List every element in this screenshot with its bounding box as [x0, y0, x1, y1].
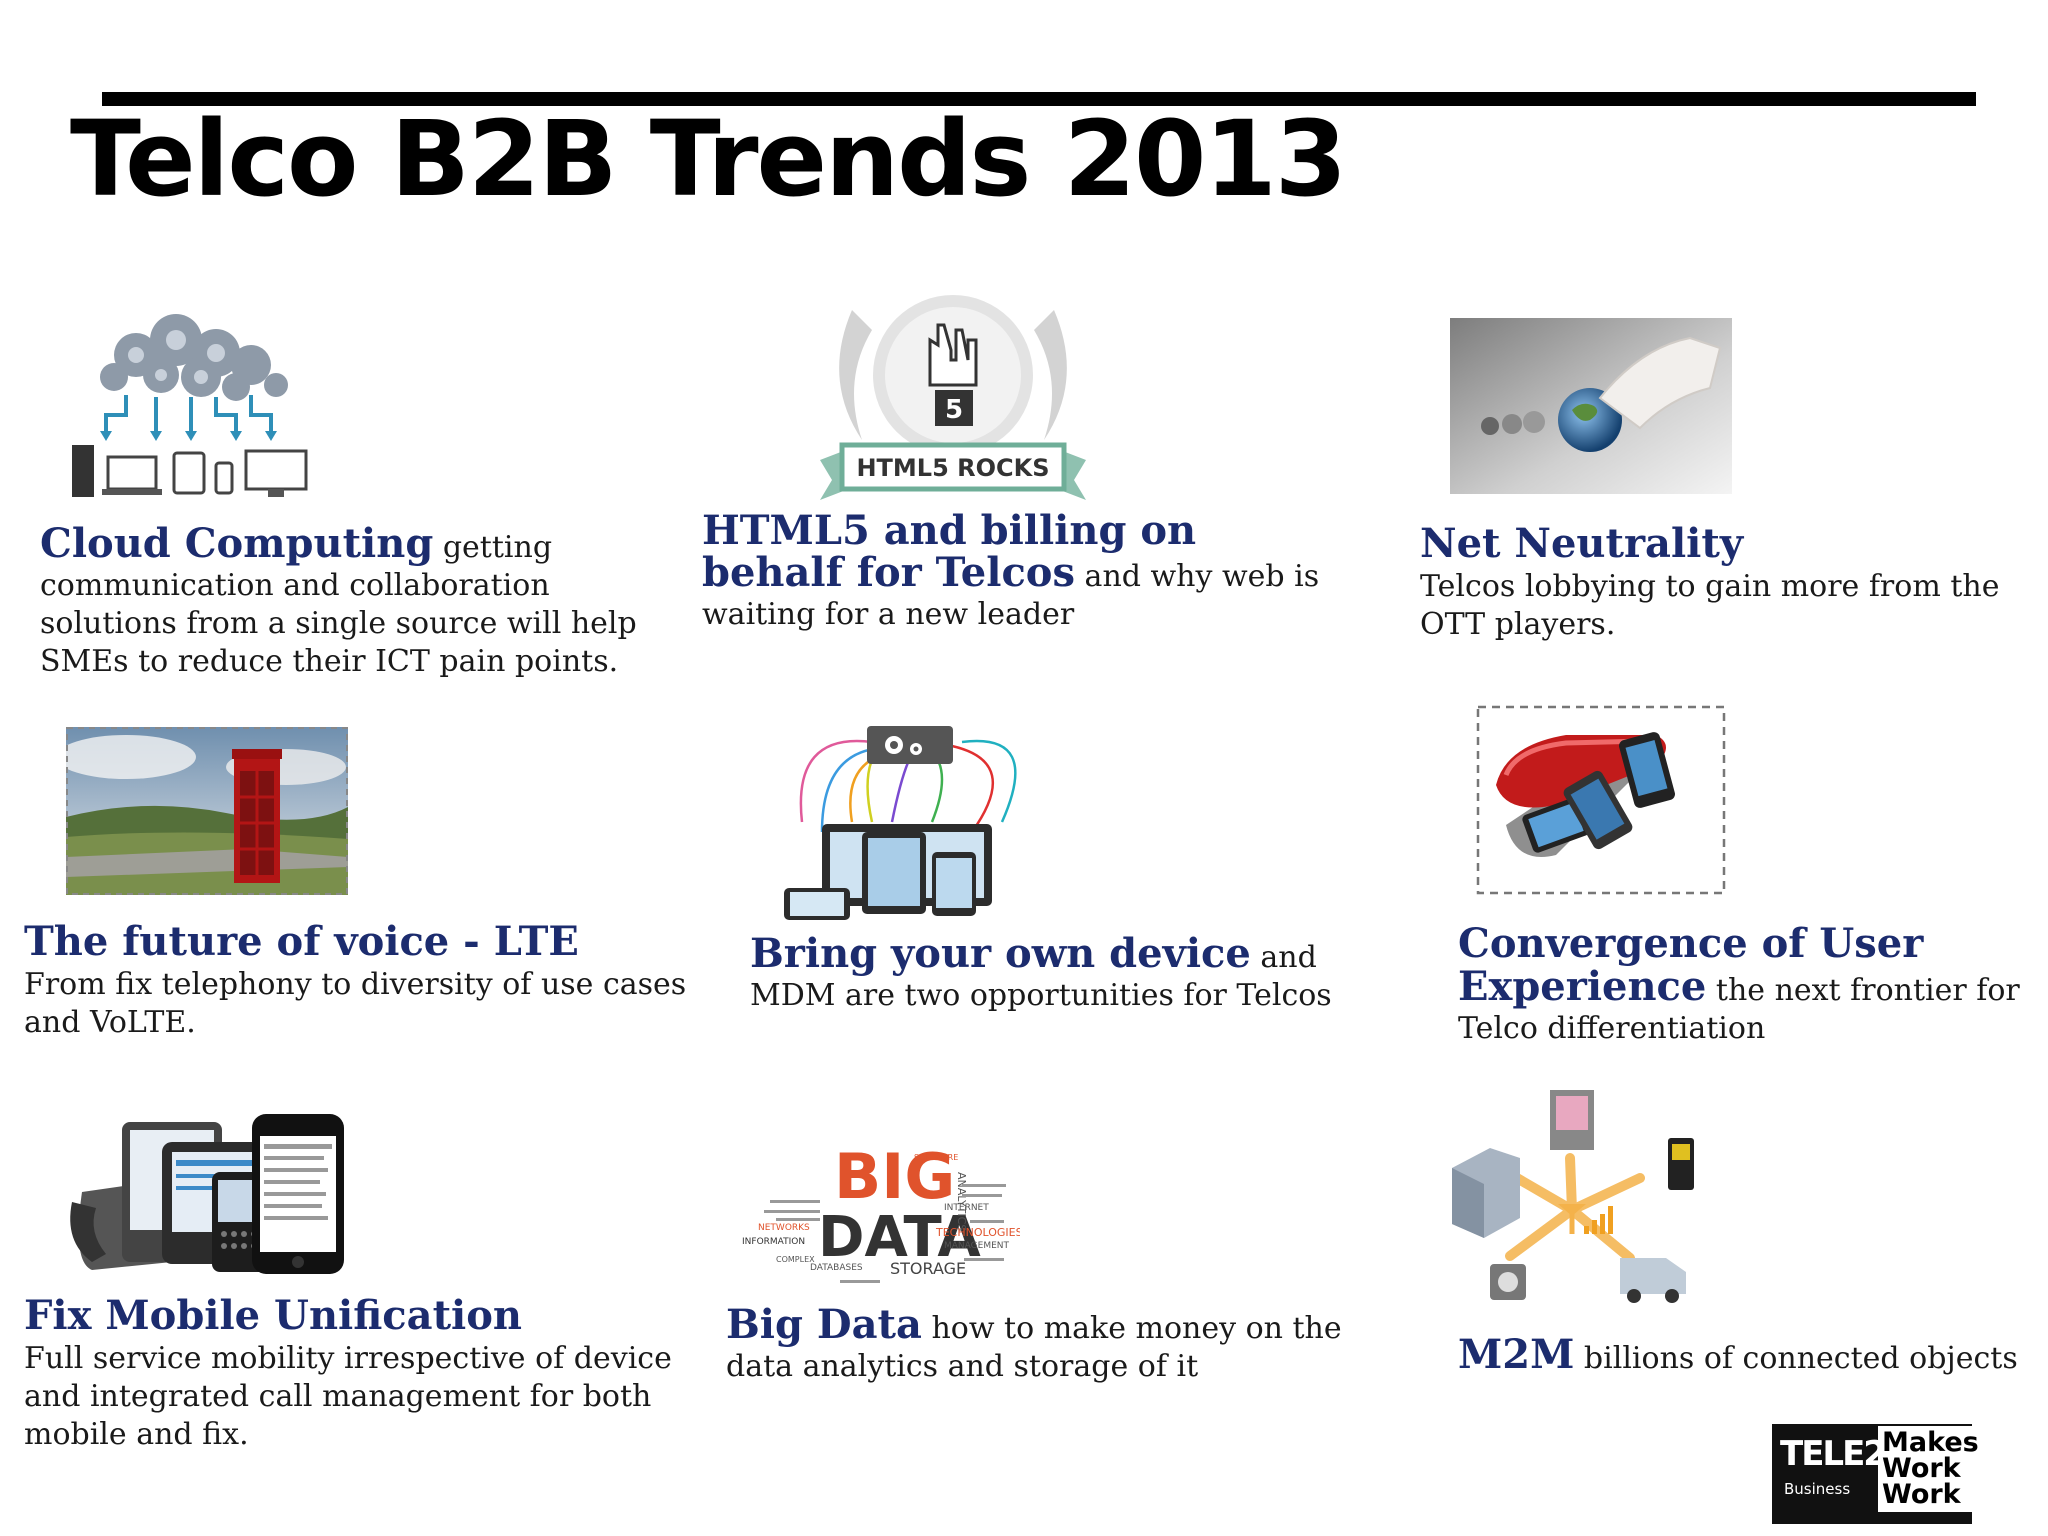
net-neutrality-image	[1450, 318, 1732, 494]
brand-slogan: Makes Work Work	[1878, 1426, 1979, 1512]
trend-text: Full service mobility irrespective of de…	[24, 1341, 672, 1452]
trend-future-of-voice: The future of voice - LTE From fix teleph…	[24, 918, 704, 1042]
html5-badge-label: HTML5 ROCKS	[856, 454, 1049, 482]
trend-big-data: Big Data how to make money on the data a…	[726, 1305, 1366, 1386]
convergence-image	[1476, 705, 1726, 895]
byod-image	[784, 726, 1017, 920]
trend-text: the next frontier for Telco differentiat…	[1458, 973, 2020, 1046]
trend-heading: Big Data	[726, 1301, 922, 1348]
cloud-computing-image	[72, 314, 308, 497]
word-analytics: ANALYTICS	[955, 1172, 968, 1231]
title-rule	[102, 92, 1976, 106]
word-internet: INTERNET	[944, 1203, 989, 1213]
slogan-line: Work	[1882, 1453, 1961, 1484]
trend-text: and why web is waiting for a new leader	[702, 559, 1320, 632]
trend-heading: Bring your own device	[750, 930, 1251, 977]
trend-net-neutrality: Net Neutrality Telcos lobbying to gain mo…	[1420, 520, 2040, 644]
tele2-logo: TELE2 Business Makes Work Work	[1772, 1424, 1979, 1524]
word-databases: DATABASES	[810, 1263, 863, 1273]
trend-heading: The future of voice - LTE	[24, 918, 579, 965]
fix-mobile-image	[70, 1114, 344, 1274]
trend-text: billions of connected objects	[1574, 1341, 2018, 1376]
trend-heading: Convergence of User	[1458, 920, 1924, 967]
word-information: INFORMATION	[742, 1237, 805, 1247]
trend-heading-2: Experience	[1458, 963, 1707, 1010]
trend-text: how to make money on the data analytics …	[726, 1311, 1342, 1384]
big-word: BIG	[834, 1140, 955, 1213]
trend-heading: M2M	[1458, 1331, 1575, 1378]
slogan-line: Makes	[1882, 1427, 1979, 1458]
trend-text: and MDM are two opportunities for Telcos	[750, 940, 1332, 1013]
page-title: Telco B2B Trends 2013	[70, 98, 1347, 220]
brand-name: TELE2	[1780, 1434, 1887, 1474]
m2m-image	[1452, 1090, 1694, 1303]
trend-heading: Fix Mobile Unification	[24, 1292, 523, 1339]
slogan-line: Work	[1882, 1479, 1961, 1510]
trend-cloud-computing: Cloud Computing getting communication an…	[40, 524, 680, 681]
word-management: MANAGEMENT	[944, 1241, 1009, 1251]
phone-booth-image	[66, 727, 348, 895]
trend-text: Telcos lobbying to gain more from the OT…	[1420, 569, 2000, 642]
trend-m2m: M2M billions of connected objects	[1458, 1335, 2038, 1378]
word-storage: STORAGE	[890, 1259, 966, 1278]
html5-rocks-image: 5 HTML5 ROCKS	[820, 295, 1086, 500]
trend-html5: HTML5 and billing on behalf for Telcos a…	[702, 511, 1342, 634]
trend-heading: Net Neutrality	[1420, 520, 1744, 567]
trend-fix-mobile-unification: Fix Mobile Unification Full service mobil…	[24, 1292, 704, 1454]
data-word: DATA	[818, 1205, 981, 1270]
trend-heading: Cloud Computing	[40, 520, 434, 567]
trend-byod: Bring your own device and MDM are two op…	[750, 934, 1390, 1015]
html5-digit: 5	[945, 395, 963, 425]
trend-convergence: Convergence of User Experience the next f…	[1458, 920, 2038, 1048]
brand-sub: Business	[1784, 1480, 1851, 1498]
trend-text: From fix telephony to diversity of use c…	[24, 967, 687, 1040]
word-networks: NETWORKS	[758, 1223, 810, 1233]
trend-heading: HTML5 and billing on behalf for Telcos	[702, 507, 1197, 596]
word-technologies: TECHNOLOGIES	[935, 1226, 1020, 1239]
big-data-image: BIG DATA ANALYTICS STORAGE TECHNOLOGIES …	[742, 1140, 1020, 1283]
trend-text: getting communication and collaboration …	[40, 530, 637, 679]
word-software: SOFTWARE	[914, 1153, 958, 1162]
word-complex: COMPLEX	[776, 1255, 815, 1264]
